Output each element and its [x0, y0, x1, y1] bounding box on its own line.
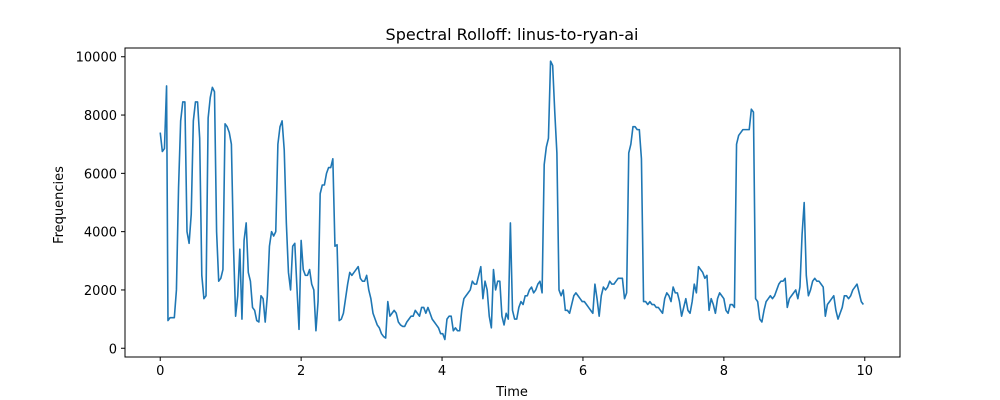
- x-tick-label: 10: [856, 364, 873, 379]
- x-tick-label: 8: [720, 364, 728, 379]
- x-tick-label: 2: [297, 364, 305, 379]
- y-tick-label: 8000: [84, 109, 117, 124]
- x-tick-label: 6: [579, 364, 587, 379]
- x-axis-label: Time: [495, 385, 528, 400]
- y-tick-label: 10000: [76, 51, 117, 66]
- y-tick-label: 2000: [84, 284, 117, 299]
- chart-title: Spectral Rolloff: linus-to-ryan-ai: [386, 25, 639, 44]
- x-tick-label: 0: [156, 364, 164, 379]
- y-tick-label: 0: [109, 342, 117, 357]
- x-tick-label: 4: [438, 364, 446, 379]
- y-tick-label: 6000: [84, 167, 117, 182]
- y-tick-label: 4000: [84, 226, 117, 241]
- y-axis-label: Frequencies: [52, 166, 67, 244]
